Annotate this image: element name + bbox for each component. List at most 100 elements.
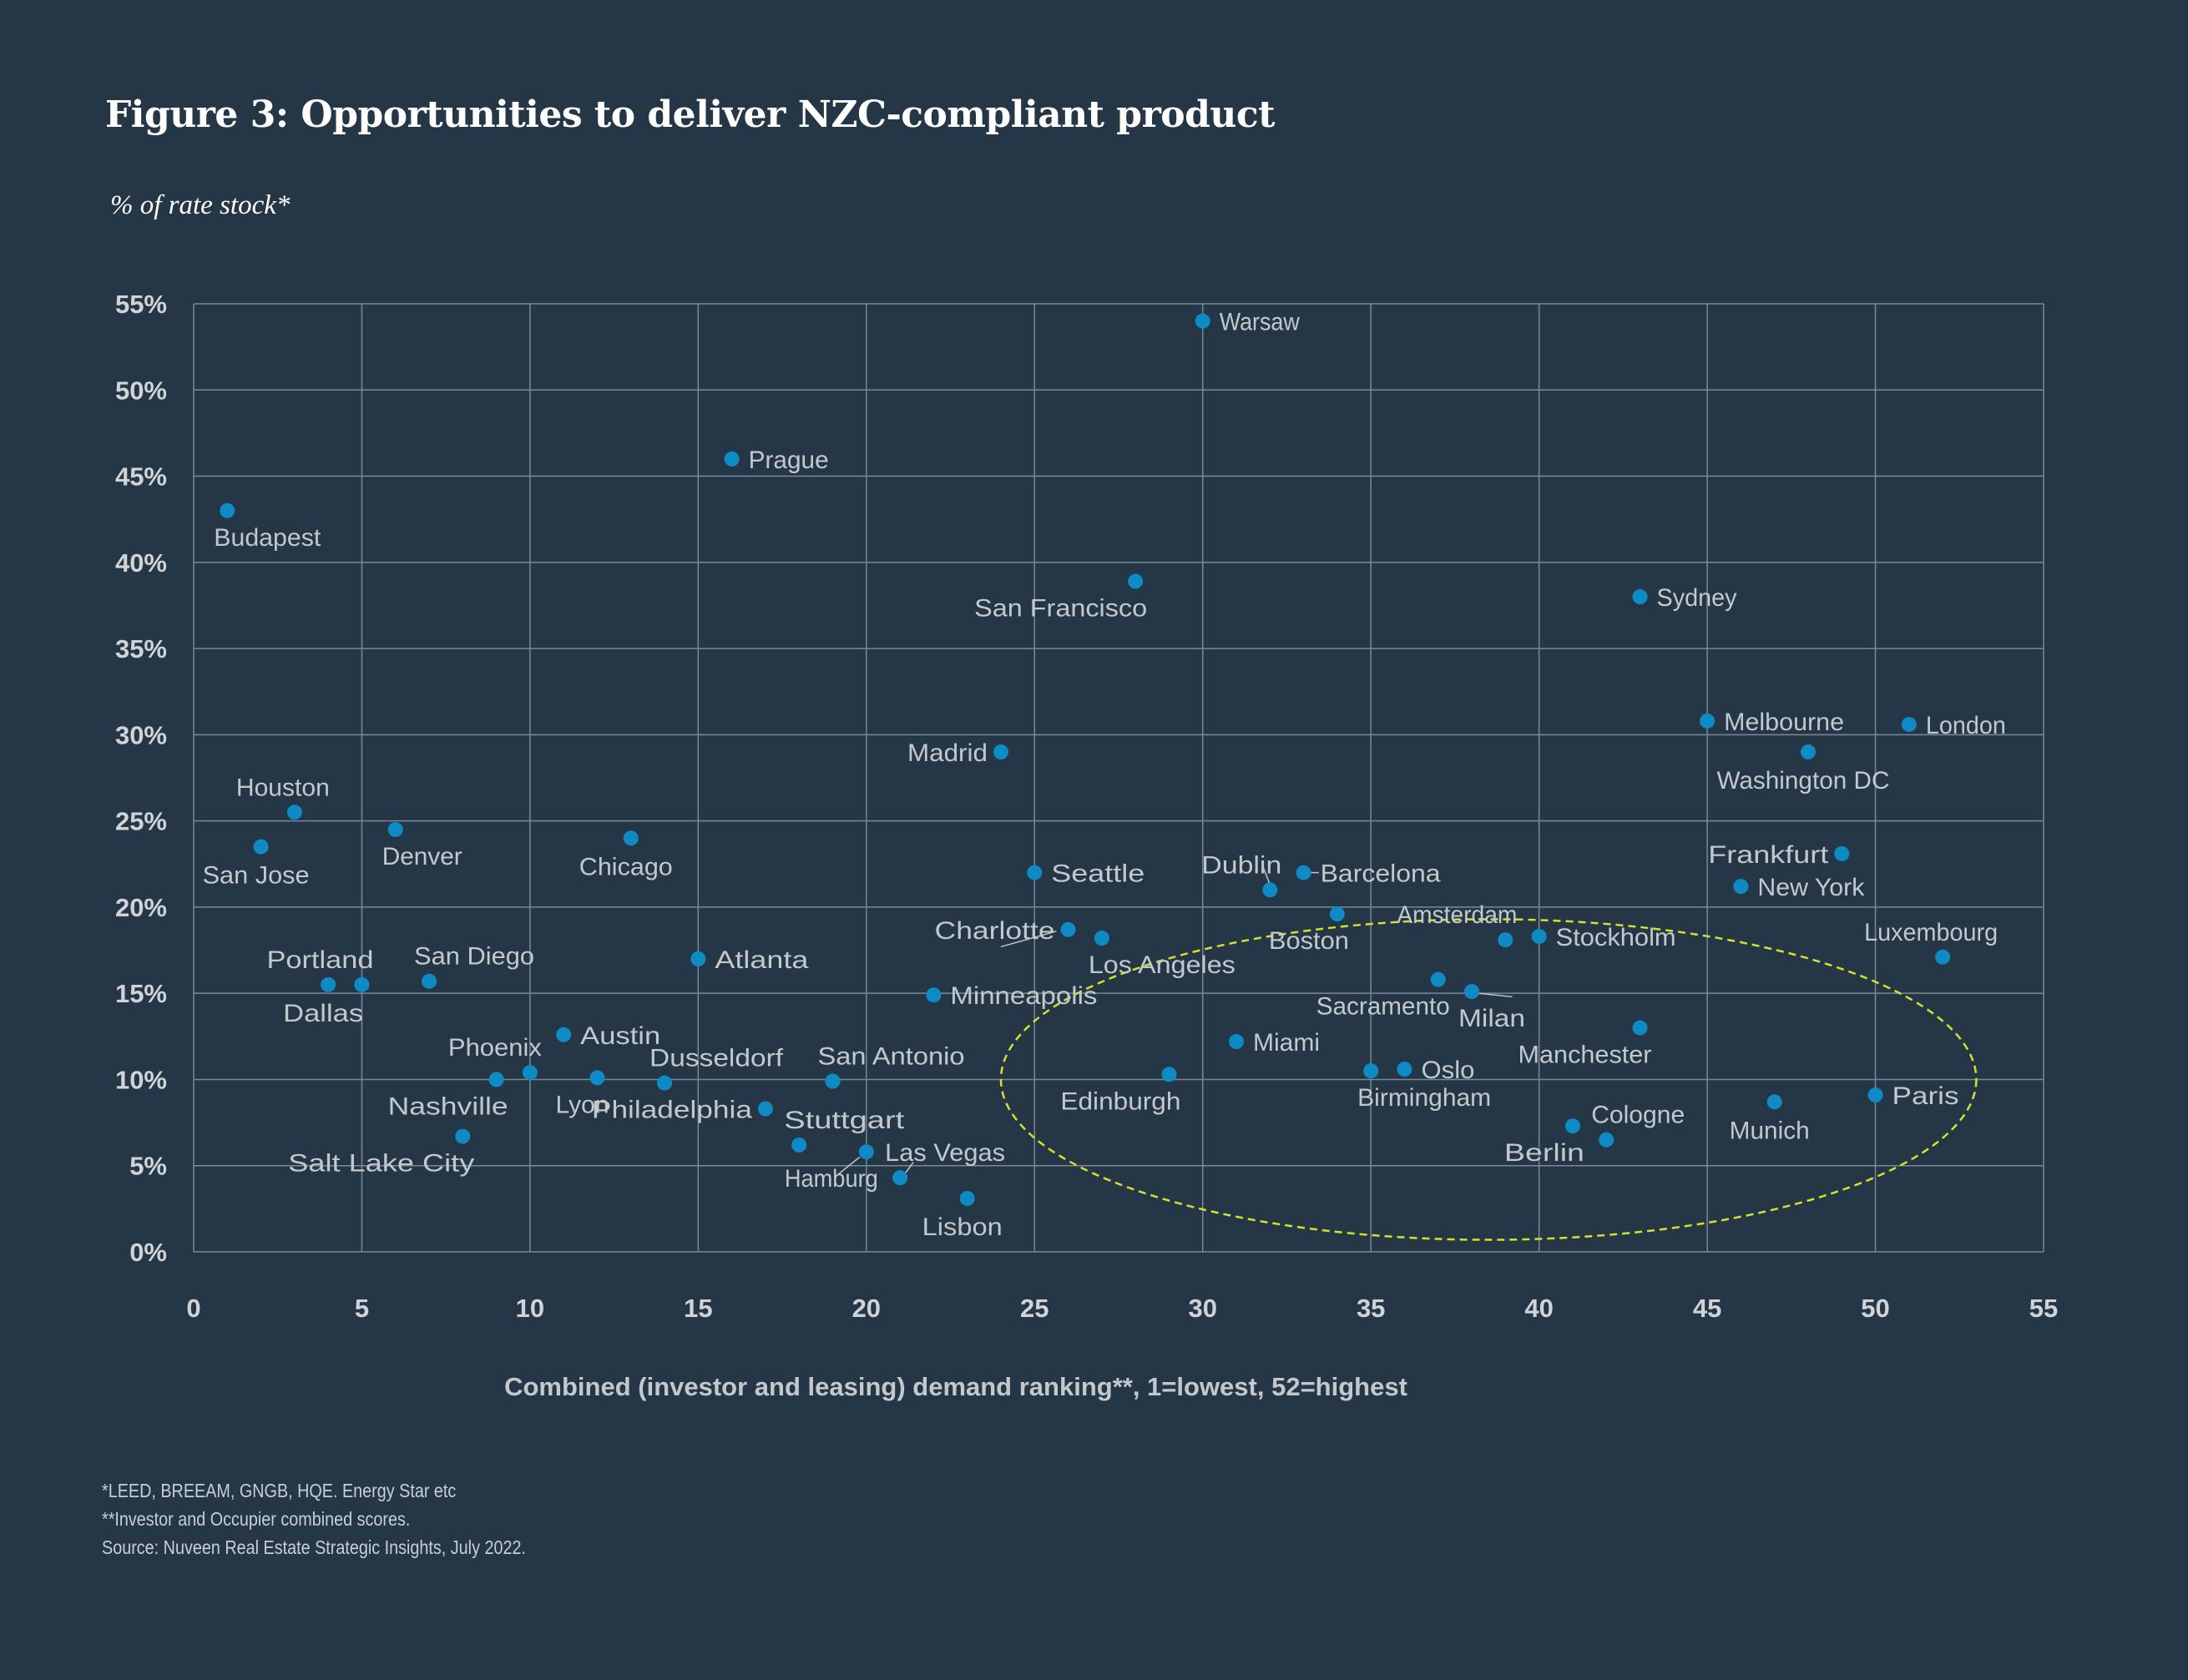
point-san-diego xyxy=(422,973,437,989)
point-philadelphia xyxy=(757,1101,773,1117)
point-sydney xyxy=(1632,589,1648,605)
point-lyon xyxy=(589,1070,605,1086)
x-tick-label: 15 xyxy=(684,1294,712,1323)
point-portland xyxy=(354,976,370,992)
y-tick-label: 0% xyxy=(129,1238,167,1267)
y-tick-label: 35% xyxy=(115,634,167,663)
point-prague xyxy=(724,451,740,467)
label-manchester: Manchester xyxy=(1518,1041,1652,1068)
label-frankfurt: Frankfurt xyxy=(1708,841,1829,869)
point-birmingham xyxy=(1363,1063,1379,1079)
label-dusseldorf: Dusseldorf xyxy=(649,1045,784,1072)
label-washington-dc: Washington DC xyxy=(1716,767,1889,795)
leader-line-dublin xyxy=(1262,867,1271,885)
x-tick-label: 5 xyxy=(355,1294,369,1323)
chart-subtitle: % of rate stock* xyxy=(110,190,291,220)
label-phoenix: Phoenix xyxy=(448,1034,542,1062)
label-lisbon: Lisbon xyxy=(922,1213,1003,1241)
label-oslo: Oslo xyxy=(1421,1057,1474,1084)
label-sacramento: Sacramento xyxy=(1316,993,1450,1021)
label-layer: Budapest San Jose Houston Dallas Portland Den… xyxy=(203,309,2006,1241)
label-portland: Portland xyxy=(266,946,373,974)
point-frankfurt xyxy=(1834,845,1850,861)
point-las-vegas xyxy=(892,1170,908,1186)
label-salt-lake-city: Salt Lake City xyxy=(288,1150,474,1178)
highlight-ellipse xyxy=(999,918,1978,1241)
label-paris: Paris xyxy=(1892,1082,1959,1110)
label-charlotte: Charlotte xyxy=(935,917,1055,945)
label-birmingham: Birmingham xyxy=(1357,1084,1491,1112)
x-tick-label: 20 xyxy=(852,1294,881,1323)
point-london xyxy=(1901,716,1917,732)
tick-layer: 0 5 10 15 20 25 30 35 40 45 50 55 0% 5% 10% 15% 20% 25% 30… xyxy=(115,290,2058,1323)
label-los-angeles: Los Angeles xyxy=(1089,951,1235,979)
label-milan: Milan xyxy=(1458,1005,1525,1032)
y-tick-label: 40% xyxy=(115,548,167,578)
point-amsterdam xyxy=(1498,932,1513,948)
label-san-antonio: San Antonio xyxy=(818,1043,965,1071)
leader-line-hamburg xyxy=(836,1156,861,1177)
highlight-layer xyxy=(999,918,1978,1241)
footnote-scores: **Investor and Occupier combined scores. xyxy=(102,1508,411,1530)
point-cologne xyxy=(1599,1132,1614,1148)
label-lyon: Lyon xyxy=(555,1091,609,1118)
label-nashville: Nashville xyxy=(388,1092,508,1120)
point-milan xyxy=(1464,984,1480,1000)
point-edinburgh xyxy=(1161,1067,1177,1082)
label-atlanta: Atlanta xyxy=(715,946,808,974)
point-stuttgart xyxy=(791,1137,807,1153)
y-tick-label: 5% xyxy=(129,1152,167,1181)
x-tick-label: 25 xyxy=(1020,1294,1049,1323)
point-minneapolis xyxy=(926,987,942,1003)
point-madrid xyxy=(993,744,1008,760)
y-tick-label: 55% xyxy=(115,290,167,319)
point-los-angeles xyxy=(1094,931,1109,946)
y-tick-label: 45% xyxy=(115,462,167,492)
point-warsaw xyxy=(1195,313,1210,329)
label-madrid: Madrid xyxy=(907,739,988,767)
label-budapest: Budapest xyxy=(214,524,321,552)
point-barcelona xyxy=(1296,865,1311,880)
leader-line-las-vegas xyxy=(904,1162,914,1174)
point-dublin xyxy=(1262,882,1278,898)
y-tick-label: 10% xyxy=(115,1065,167,1094)
label-warsaw: Warsaw xyxy=(1220,309,1300,336)
label-stockholm: Stockholm xyxy=(1556,924,1676,951)
point-phoenix xyxy=(522,1065,538,1081)
label-new-york: New York xyxy=(1757,874,1865,901)
y-tick-label: 30% xyxy=(115,720,167,749)
x-axis-title: Combined (investor and leasing) demand r… xyxy=(504,1372,1407,1401)
point-denver xyxy=(387,821,403,837)
label-seattle: Seattle xyxy=(1051,860,1145,888)
label-philadelphia: Philadelphia xyxy=(592,1097,752,1124)
point-sacramento xyxy=(1430,971,1446,987)
y-tick-label: 20% xyxy=(115,893,167,922)
point-miami xyxy=(1229,1034,1245,1050)
label-prague: Prague xyxy=(749,446,829,474)
point-layer xyxy=(220,313,1951,1206)
chart-title: Figure 3: Opportunities to deliver NZC-c… xyxy=(105,93,1275,136)
point-stockholm xyxy=(1531,929,1547,945)
label-dublin: Dublin xyxy=(1201,851,1281,879)
point-melbourne xyxy=(1700,713,1716,729)
leader-line-charlotte xyxy=(1000,931,1057,948)
y-tick-label: 25% xyxy=(115,807,167,836)
point-lisbon xyxy=(959,1190,975,1206)
x-tick-label: 35 xyxy=(1357,1294,1385,1323)
x-tick-label: 50 xyxy=(1861,1294,1889,1323)
label-stuttgart: Stuttgart xyxy=(784,1107,905,1134)
point-dusseldorf xyxy=(657,1075,673,1091)
point-munich xyxy=(1766,1094,1782,1110)
point-washington-dc xyxy=(1800,744,1816,760)
x-tick-label: 30 xyxy=(1188,1294,1216,1323)
x-tick-label: 10 xyxy=(516,1294,544,1323)
leader-layer xyxy=(836,867,1513,1177)
label-luxembourg: Luxembourg xyxy=(1864,919,1998,946)
label-san-francisco: San Francisco xyxy=(974,595,1147,623)
label-houston: Houston xyxy=(236,774,330,801)
point-berlin xyxy=(1564,1118,1580,1134)
point-chicago xyxy=(623,830,639,846)
point-manchester xyxy=(1632,1020,1648,1036)
point-luxembourg xyxy=(1935,949,1951,965)
label-miami: Miami xyxy=(1253,1029,1320,1057)
